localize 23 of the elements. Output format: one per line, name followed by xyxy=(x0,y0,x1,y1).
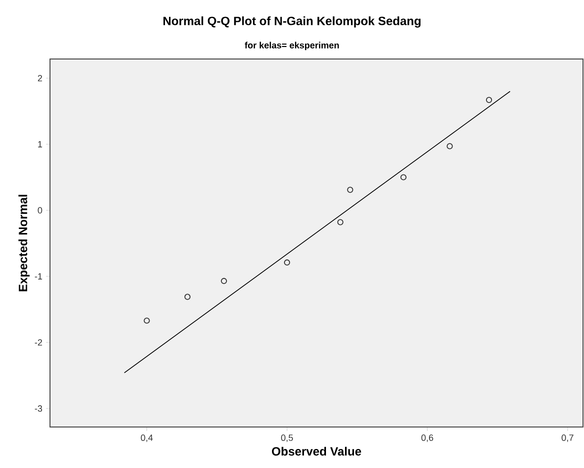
x-tick-label: 0,5 xyxy=(281,434,293,442)
y-tick-label: 0 xyxy=(38,207,42,214)
point xyxy=(220,278,227,284)
y-axis-title: Expected Normal xyxy=(18,194,30,292)
point xyxy=(144,318,150,324)
x-axis-title: Observed Value xyxy=(272,446,362,456)
point xyxy=(184,294,191,300)
x-tick-label: 0,7 xyxy=(562,434,574,442)
point xyxy=(284,259,290,266)
point xyxy=(486,96,492,104)
point xyxy=(347,186,354,193)
x-tick-label: 0,6 xyxy=(421,434,434,442)
point xyxy=(337,219,344,226)
x-tick-label: 0,4 xyxy=(140,434,153,442)
chart-subtitle: for kelas= eksperimen xyxy=(244,42,339,50)
point xyxy=(400,174,407,180)
point xyxy=(446,143,453,150)
chart-title: Normal Q-Q Plot of N-Gain Kelompok Sedang xyxy=(163,16,421,28)
y-tick-label: 2 xyxy=(38,75,42,82)
y-tick-label: -2 xyxy=(34,339,42,346)
y-tick-label: -1 xyxy=(34,273,42,280)
y-tick-label: -3 xyxy=(34,405,42,412)
y-tick-label: 1 xyxy=(38,141,42,148)
